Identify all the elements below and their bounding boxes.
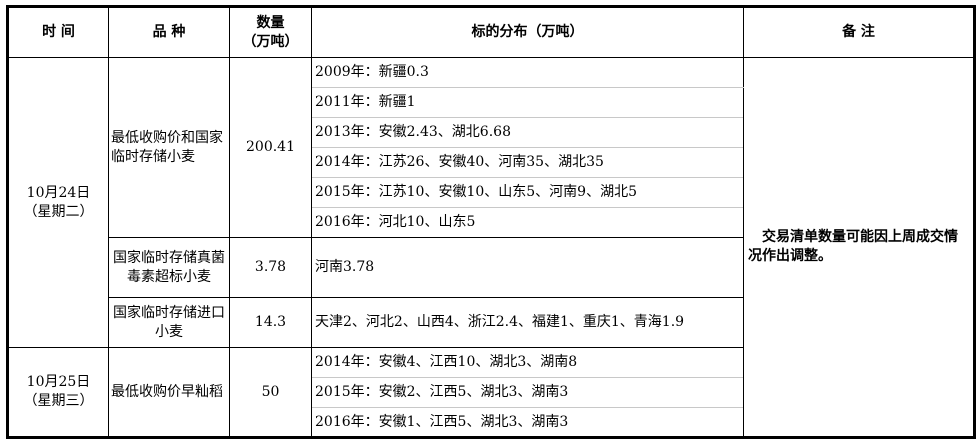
distribution-cell: 河南3.78	[311, 237, 744, 298]
date: 10月24日	[26, 184, 91, 201]
quantity-cell: 3.78	[229, 237, 312, 298]
header-time: 时 间	[7, 6, 109, 58]
date: 10月25日	[26, 374, 91, 390]
quantity-cell: 50	[229, 347, 312, 438]
distribution-cell: 2014年：安徽4、江西10、湖北3、湖南8	[311, 347, 744, 378]
quantity-cell: 200.41	[229, 57, 312, 238]
weekday: （星期三）	[23, 393, 94, 409]
variety-cell: 国家临时存储进口小麦	[108, 297, 230, 348]
distribution-cell: 2015年：安徽2、江西5、湖北3、湖南3	[311, 377, 744, 408]
distribution-cell: 2013年：安徽2.43、湖北6.68	[311, 117, 744, 148]
table-row: 10月24日 （星期二） 最低收购价和国家临时存储小麦 200.41 2009年：…	[7, 57, 975, 438]
header-variety: 品 种	[108, 6, 230, 58]
distribution-cell: 2015年：江苏10、安徽10、山东5、河南9、湖北5	[311, 177, 744, 208]
variety-cell: 国家临时存储真菌毒素超标小麦	[108, 237, 230, 298]
distribution-cell: 2014年：江苏26、安徽40、河南35、湖北35	[311, 147, 744, 178]
remarks-cell: 交易清单数量可能因上周成交情况作出调整。	[743, 57, 975, 438]
quantity-cell: 14.3	[229, 297, 312, 348]
distribution-cell: 2016年：安徽1、江西5、湖北3、湖南3	[311, 407, 744, 438]
variety-cell: 最低收购价和国家临时存储小麦	[108, 57, 230, 238]
date-cell: 10月25日 （星期三）	[7, 347, 109, 438]
variety-cell: 最低收购价早籼稻	[108, 347, 230, 438]
header-remarks: 备 注	[743, 6, 975, 58]
distribution-cell: 2016年：河北10、山东5	[311, 207, 744, 238]
date-cell: 10月24日 （星期二）	[7, 57, 109, 348]
distribution-cell: 2011年：新疆1	[311, 87, 744, 118]
weekday: （星期二）	[23, 203, 94, 220]
distribution-cell: 2009年：新疆0.3	[311, 57, 744, 88]
header-row: 时 间 品 种 数量 （万吨） 标的分布（万吨） 备 注	[7, 6, 975, 58]
auction-schedule-table: 时 间 品 种 数量 （万吨） 标的分布（万吨） 备 注 10月24日 （星期二） …	[6, 5, 976, 439]
header-quantity: 数量 （万吨）	[229, 6, 312, 58]
header-distribution: 标的分布（万吨）	[311, 6, 744, 58]
distribution-cell: 天津2、河北2、山西4、浙江2.4、福建1、重庆1、青海1.9	[311, 297, 744, 348]
